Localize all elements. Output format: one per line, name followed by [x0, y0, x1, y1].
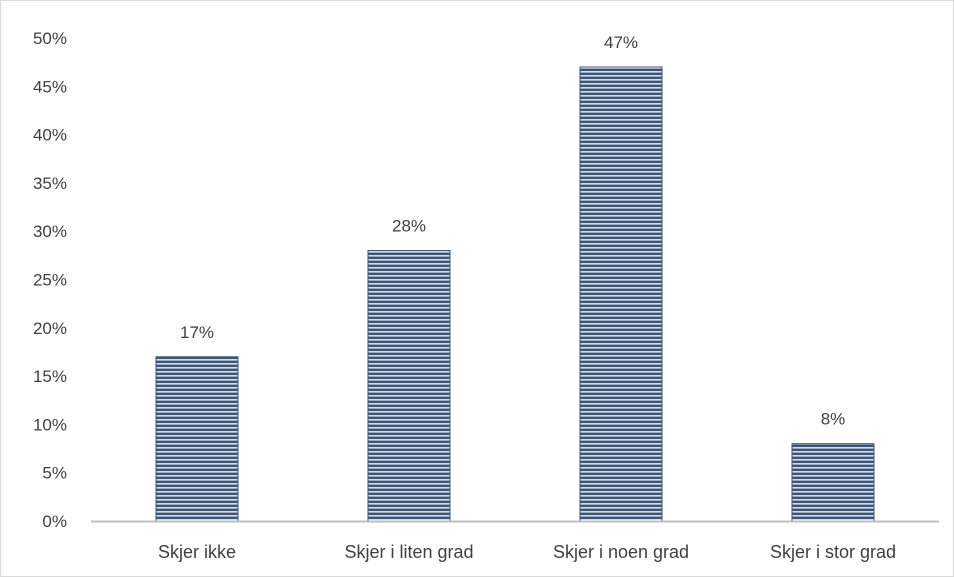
y-tick-label: 45% [33, 77, 67, 96]
data-label: 8% [821, 410, 846, 429]
data-label: 28% [392, 217, 426, 236]
x-category-label: Skjer i noen grad [553, 542, 689, 562]
y-tick-label: 40% [33, 126, 67, 145]
y-tick-label: 35% [33, 174, 67, 193]
bar [579, 66, 663, 522]
bar [367, 250, 451, 522]
bar [791, 443, 875, 522]
y-tick-label: 20% [33, 319, 67, 338]
bar [155, 356, 239, 522]
y-tick-label: 15% [33, 367, 67, 386]
y-axis-ticks: 0% 5% 10% 15% 20% 25% 30% 35% 40% 45% 50% [33, 29, 67, 531]
data-label: 17% [180, 323, 214, 342]
x-category-label: Skjer i stor grad [770, 542, 896, 562]
y-tick-label: 25% [33, 271, 67, 290]
y-tick-label: 50% [33, 29, 67, 48]
y-tick-label: 30% [33, 222, 67, 241]
x-category-label: Skjer ikke [158, 542, 236, 562]
x-axis-labels: Skjer ikke Skjer i liten grad Skjer i noen… [158, 542, 896, 562]
data-label: 47% [604, 33, 638, 52]
y-tick-label: 0% [42, 512, 67, 531]
y-tick-label: 10% [33, 415, 67, 434]
data-labels: 17% 28% 47% 8% [180, 33, 845, 429]
x-category-label: Skjer i liten grad [344, 542, 473, 562]
y-tick-label: 5% [42, 464, 67, 483]
bars [155, 66, 875, 522]
